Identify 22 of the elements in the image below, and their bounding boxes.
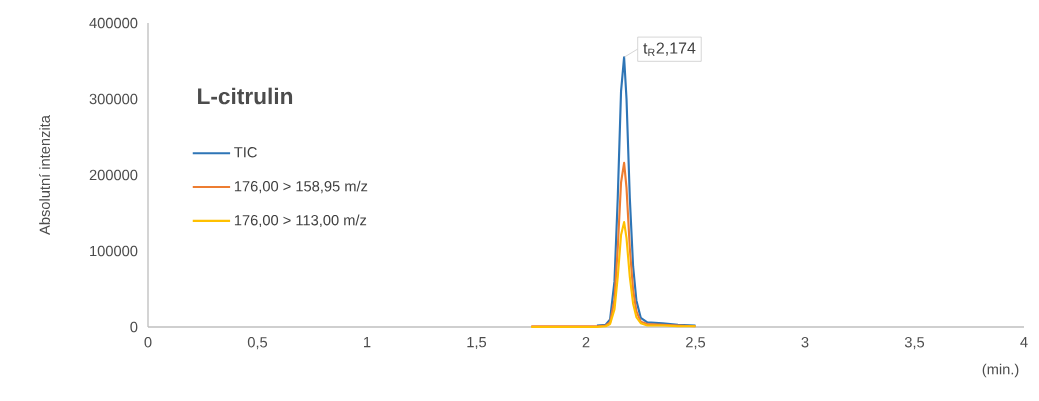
- y-tick-label: 100000: [90, 245, 138, 257]
- x-tick-label: 2,5: [686, 337, 706, 350]
- legend-label: TIC: [234, 147, 257, 158]
- text: L-citrulin: [198, 87, 293, 105]
- legend-label: 176,00 > 158,95 m/z: [234, 180, 368, 194]
- x-tick-label: 0,5: [247, 337, 268, 350]
- y-tick-label: 0: [130, 321, 138, 333]
- x-tick-label: 3: [801, 337, 809, 348]
- annotation: t$_{R}$2,174: [643, 42, 696, 56]
- x-tick-label: 2: [582, 337, 590, 348]
- x-tick-label: 0: [144, 337, 152, 348]
- y-tick-label: 200000: [89, 169, 138, 181]
- x-tick-label: 1: [364, 337, 371, 348]
- y-tick-label: 300000: [89, 93, 138, 105]
- legend-label: 176,00 > 113,00 m/z: [234, 214, 367, 228]
- x-axis-title: (min.): [982, 363, 1019, 378]
- x-tick-label: 3,5: [904, 337, 925, 350]
- y-tick-label: 400000: [89, 17, 138, 29]
- x-tick-label: 4: [1020, 337, 1028, 348]
- x-tick-label: 1,5: [467, 337, 487, 350]
- line-series: [595, 56, 697, 327]
- y-axis-title: Absolutní intenzita: [39, 115, 50, 235]
